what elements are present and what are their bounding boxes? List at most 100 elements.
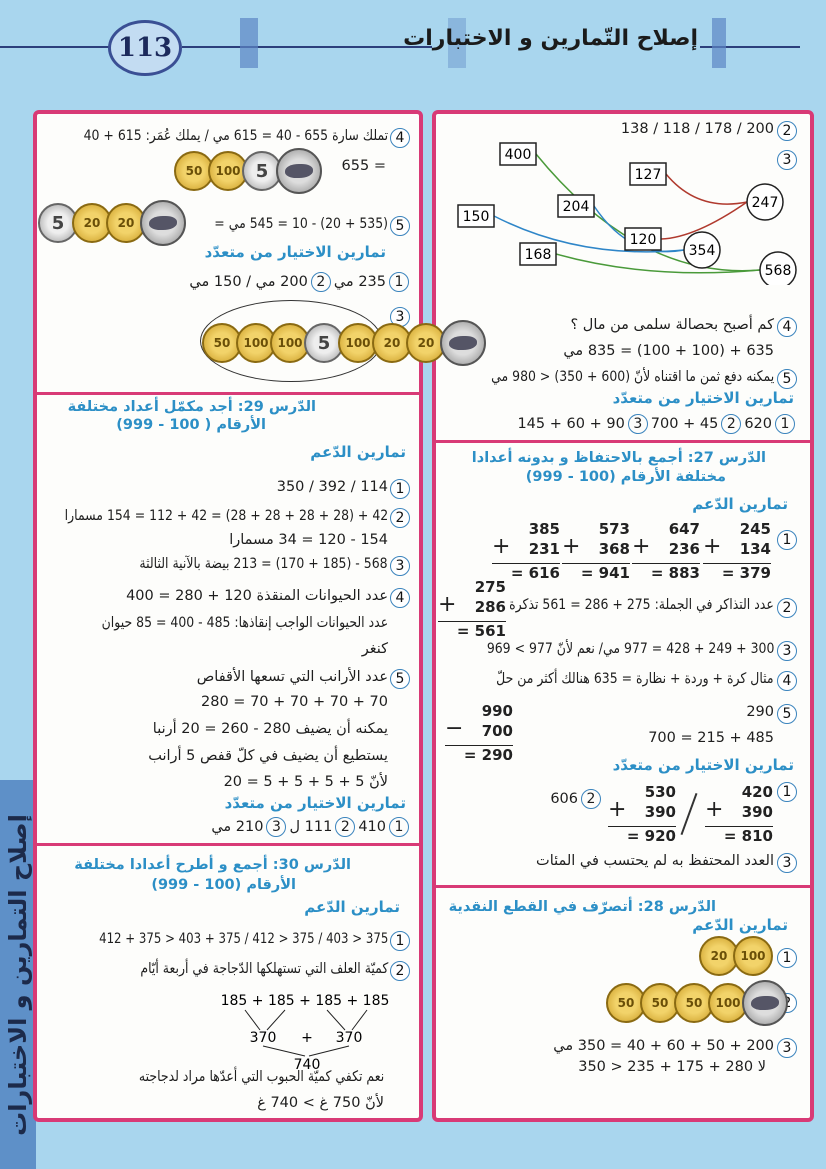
coin-20-icon: 20 — [372, 323, 412, 363]
result: = 920 — [626, 827, 676, 845]
tree-bottom: 740 — [294, 1057, 321, 1070]
circle-value: 568 — [765, 263, 792, 279]
answer-text: يمكنه أن يضيف 280 - 260 = 20 أرنبا — [152, 721, 388, 737]
match-line — [493, 215, 685, 253]
fish-emblem-icon — [149, 216, 177, 230]
dinar-coin-icon — [440, 320, 486, 366]
tree-branch — [244, 1009, 261, 1031]
answer-text: نعم تكفي كميّة الحبوب التي أعدّها مراد ل… — [138, 1069, 384, 1085]
operator: + — [608, 797, 627, 822]
fish-emblem-icon — [285, 164, 313, 178]
answer-text: عدد الحيوانات المنقذة 120 + 280 = 400 — [126, 588, 388, 604]
question-number: 3 — [777, 150, 797, 170]
dinar-coin-icon — [276, 148, 322, 194]
column-operation: 245 + 134 = 379 — [703, 520, 771, 584]
question-number: 4 — [390, 128, 410, 148]
answer-text: كميّة العلف التي تستهلكها الدّجاجة في أر… — [140, 961, 388, 977]
coin-100-icon: 100 — [733, 936, 773, 976]
section-heading: تمارين الدّعم — [310, 443, 406, 461]
sum-circle — [759, 251, 797, 285]
lesson-title: الدّرس 29: أجد مكمّل أعداد مختلفة — [67, 399, 316, 415]
question-number: 2 — [777, 121, 797, 141]
question-number: 5 — [390, 216, 410, 236]
answer-text: (535 + 20) - 10 = 545 مي = — [214, 216, 388, 232]
mc-answers: 1620245 + 700390 + 60 + 145 — [517, 414, 798, 434]
answer-text: 90 + 60 + 145 — [517, 416, 625, 432]
tree-branch — [308, 1045, 350, 1057]
box-value: 150 — [463, 209, 490, 225]
operand: 573 — [598, 520, 630, 538]
lesson-title: مختلفة الأرقام (100 - 999) — [525, 469, 726, 485]
dinar-coin-icon — [140, 200, 186, 246]
mc-answers: 1235 مي2200 مي / 150 مي — [189, 272, 412, 292]
number-box — [629, 162, 667, 186]
answer-text: 45 + 700 — [650, 416, 719, 432]
coin-group: 50 100 5 — [174, 148, 322, 194]
tree-branch — [351, 1009, 368, 1031]
answer-text: 485 + 215 = 700 — [648, 730, 774, 746]
question-number: 2 — [777, 598, 797, 618]
answer-text: يمكنه دفع ثمن ما اقتناه لأنّ (600 + 350)… — [490, 369, 774, 385]
section-heading: تمارين الدّعم — [692, 495, 788, 513]
box-value: 204 — [563, 199, 590, 215]
operator: + — [703, 534, 722, 559]
answer-text: عدد الأرانب التي تسعها الأقفاص — [196, 669, 388, 685]
coin-20-icon: 20 — [106, 203, 146, 243]
answer-text: عدد التذاكر في الجملة: 275 + 286 = 561 ت… — [509, 597, 774, 613]
answer-text: 70 + 70 + 70 + 70 = 280 — [201, 694, 388, 710]
question-number: 1 — [777, 948, 797, 968]
answer-text: 375 < 403 / 375 < 412 / 375 + 403 < 375 … — [98, 931, 388, 947]
addition-tree: 185 + 185 + 185 + 185 370 + 370 740 — [221, 993, 390, 1070]
column-operation: 275 + 286 = 561 — [438, 578, 506, 642]
answer-text: = 655 — [341, 158, 386, 174]
page-title: إصلاح التّمارين و الاختبارات — [403, 26, 698, 51]
operand: 390 — [741, 803, 773, 821]
number-box — [499, 142, 537, 166]
column-operation: 647 + 236 = 883 — [632, 520, 700, 584]
box-value: 168 — [525, 247, 552, 263]
lesson-title: الأرقام (100 - 999) — [151, 877, 296, 893]
tree-mid-right: 370 — [336, 1030, 363, 1046]
coin-5-icon: 5 — [304, 323, 344, 363]
question-number: 4 — [390, 588, 410, 608]
operand: 286 — [474, 598, 506, 616]
answer-text: يستطيع أن يضيف في كلّ قفص 5 أرانب — [148, 748, 388, 764]
box-value: 127 — [635, 167, 662, 183]
box-value: 120 — [630, 232, 657, 248]
coin-group: 50 50 50 100 — [606, 980, 788, 1026]
operator: + — [492, 534, 511, 559]
header-decoration — [712, 18, 726, 68]
column-operation: 573 + 368 = 941 — [562, 520, 630, 584]
tree-top: 185 + 185 + 185 + 185 — [221, 993, 390, 1009]
question-number: 1 — [777, 530, 797, 550]
result-bar — [438, 621, 506, 622]
operator: + — [705, 797, 724, 822]
tree-mid-op: + — [301, 1030, 313, 1046]
circle-value: 247 — [752, 195, 779, 211]
coin-group: 20 100 — [699, 936, 773, 976]
coin-20-icon: 20 — [699, 936, 739, 976]
answer-text: 620 — [744, 416, 772, 432]
answer-text: كم أصبح بحصالة سلمى من مال ؟ — [570, 317, 774, 333]
dinar-coin-icon — [742, 980, 788, 1026]
section-heading: تمارين الدّعم — [304, 898, 400, 916]
column-operation: 385 + 231 = 616 — [492, 520, 560, 584]
section-divider — [35, 392, 421, 395]
number-box — [457, 204, 495, 228]
side-tab — [0, 780, 36, 1169]
answer-text: 200 / 178 / 118 / 138 — [620, 121, 774, 137]
question-number: 1 — [777, 782, 797, 802]
coin-20-icon: 20 — [72, 203, 112, 243]
number-box — [624, 227, 662, 251]
result-bar — [703, 563, 771, 564]
match-line — [665, 173, 748, 205]
result-bar — [608, 826, 676, 827]
answer-text: 635 + (100 + 100) = 835 مي — [563, 343, 774, 359]
fish-emblem-icon — [449, 336, 477, 350]
matching-diagram: 400 127 204 150 120 168 247 354 568 — [457, 142, 797, 285]
answer-text: لا 280 + 175 + 235 < 350 — [578, 1059, 766, 1075]
question-number: 4 — [777, 317, 797, 337]
page-number: 113 — [108, 20, 182, 76]
answer-text: عدد الحيوانات الواجب إنقاذها: 485 - 400 … — [101, 615, 388, 631]
header-decoration — [240, 18, 258, 68]
